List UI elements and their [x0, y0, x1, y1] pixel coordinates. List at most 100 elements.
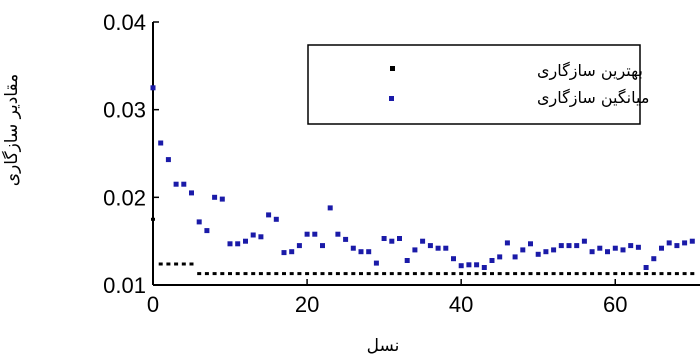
mean-fitness-point: [404, 258, 410, 263]
mean-fitness-point: [689, 238, 695, 244]
best-fitness-point: [659, 272, 664, 276]
best-fitness-point: [343, 272, 348, 276]
mean-fitness-point: [535, 251, 541, 257]
mean-fitness-point: [281, 250, 287, 256]
mean-fitness-point: [589, 249, 595, 255]
mean-fitness-point: [512, 254, 518, 260]
mean-fitness-point: [635, 244, 641, 250]
best-fitness-point: [297, 272, 302, 276]
best-fitness-point: [181, 262, 186, 266]
mean-fitness-point: [458, 263, 464, 269]
best-fitness-point: [690, 272, 695, 276]
mean-fitness-point: [504, 240, 510, 246]
best-fitness-point: [597, 272, 602, 276]
mean-fitness-point: [196, 219, 202, 225]
best-fitness-point: [674, 272, 679, 276]
best-fitness-point: [351, 272, 356, 276]
best-fitness-point: [335, 272, 340, 276]
mean-fitness-point: [243, 238, 248, 244]
best-fitness-point: [397, 272, 402, 276]
mean-fitness-point: [312, 231, 318, 237]
best-fitness-point: [359, 272, 363, 276]
mean-fitness-point: [643, 265, 649, 270]
legend-box: [307, 44, 641, 125]
mean-fitness-point: [443, 245, 449, 251]
mean-fitness-point: [581, 238, 587, 244]
mean-fitness-point: [497, 254, 503, 260]
best-fitness-point: [590, 272, 595, 276]
best-fitness-point: [474, 272, 479, 276]
best-fitness-point: [328, 272, 333, 276]
best-fitness-point: [243, 272, 248, 276]
mean-fitness-point: [551, 247, 557, 253]
legend-marker-best: [390, 66, 395, 71]
best-fitness-point: [682, 272, 687, 276]
best-fitness-point: [189, 262, 194, 266]
x-tick-label: 20: [295, 292, 319, 317]
best-fitness-point: [497, 272, 502, 276]
mean-fitness-point: [158, 140, 164, 146]
y-tick-label: 0.04: [103, 10, 146, 35]
best-fitness-point: [235, 272, 240, 276]
best-fitness-point: [220, 272, 225, 276]
best-fitness-point: [551, 272, 556, 276]
best-fitness-point: [174, 262, 179, 266]
y-axis-label: مقادیر سازگاری: [1, 74, 22, 186]
mean-fitness-point: [612, 245, 618, 251]
x-tick-label: 60: [603, 292, 627, 317]
mean-fitness-point: [320, 243, 325, 249]
y-tick-label: 0.02: [103, 185, 146, 210]
best-fitness-point: [636, 272, 641, 276]
y-tick-label: 0.03: [103, 98, 146, 123]
mean-fitness-point: [296, 243, 302, 249]
mean-fitness-point: [335, 231, 341, 237]
mean-fitness-point: [204, 228, 210, 234]
legend-label-best: بهترین سازگاری: [537, 61, 643, 81]
best-fitness-point: [305, 272, 310, 276]
x-tick-label: 0: [147, 292, 159, 317]
mean-fitness-point: [628, 243, 634, 249]
mean-fitness-point: [212, 194, 218, 200]
best-fitness-point: [382, 272, 387, 276]
mean-fitness-point: [373, 260, 379, 266]
mean-fitness-point: [474, 262, 480, 268]
best-fitness-point: [613, 272, 618, 276]
best-fitness-point: [559, 272, 564, 276]
mean-fitness-point: [574, 243, 580, 249]
mean-fitness-point: [451, 256, 456, 262]
mean-fitness-point: [381, 236, 387, 241]
best-fitness-point: [405, 272, 410, 276]
legend-marker-mean: [389, 96, 394, 101]
mean-fitness-point: [566, 243, 572, 249]
mean-fitness-point: [528, 241, 533, 247]
mean-fitness-point: [266, 212, 272, 218]
mean-fitness-point: [397, 236, 402, 241]
best-fitness-point: [312, 272, 317, 276]
mean-fitness-point: [235, 241, 241, 247]
best-fitness-point: [374, 272, 379, 276]
best-fitness-point: [197, 272, 202, 276]
mean-fitness-point: [219, 196, 225, 202]
best-fitness-point: [574, 272, 579, 276]
best-fitness-point: [436, 272, 441, 276]
mean-fitness-point: [173, 181, 179, 187]
best-fitness-point: [621, 272, 625, 276]
x-axis-label: نسل: [367, 336, 400, 356]
best-fitness-point: [644, 272, 649, 276]
mean-fitness-point: [481, 265, 487, 270]
best-fitness-point: [166, 262, 171, 266]
mean-fitness-point: [420, 238, 426, 244]
best-fitness-point: [366, 272, 371, 276]
best-fitness-point: [228, 272, 232, 276]
mean-fitness-point: [273, 216, 279, 222]
best-fitness-point: [274, 272, 279, 276]
mean-fitness-point: [327, 205, 333, 211]
best-fitness-point: [482, 272, 487, 276]
mean-fitness-point: [150, 85, 156, 91]
best-fitness-point: [567, 272, 571, 276]
legend: بهترین سازگاری میانگین سازگاری: [307, 44, 649, 125]
best-fitness-point: [204, 272, 209, 276]
mean-fitness-point: [358, 249, 364, 255]
x-tick-label: 40: [449, 292, 473, 317]
